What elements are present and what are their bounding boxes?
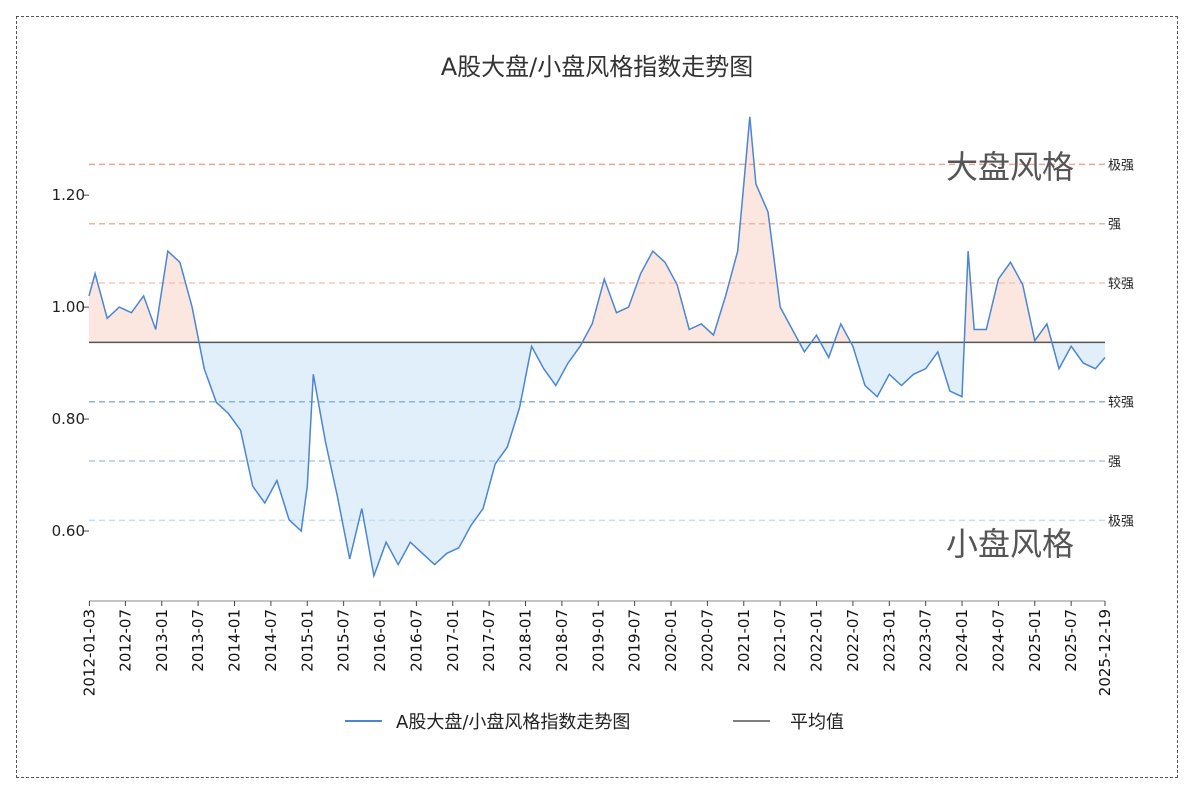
threshold-label: 强 <box>1108 218 1121 233</box>
x-tick-label: 2018-07 <box>553 609 571 672</box>
x-tick-label: 2025-12-19 <box>1096 609 1114 696</box>
chart-title: A股大盘/小盘风格指数走势图 <box>441 53 754 81</box>
legend: A股大盘/小盘风格指数走势图 平均值 <box>345 712 844 733</box>
x-tick-label: 2025-01 <box>1026 609 1044 672</box>
x-tick-label: 2013-07 <box>189 609 207 672</box>
y-tick-label: 1.20 <box>52 186 85 204</box>
x-tick-label: 2024-01 <box>953 609 971 672</box>
x-tick-label: 2023-01 <box>880 609 898 672</box>
x-tick-label: 2022-07 <box>844 609 862 672</box>
y-tick-label: 0.60 <box>52 522 85 540</box>
x-tick-label: 2025-07 <box>1062 609 1080 672</box>
x-tick-label: 2015-07 <box>335 609 353 672</box>
x-tick-label: 2020-07 <box>698 609 716 672</box>
style-index-line <box>88 116 1106 579</box>
x-tick-label: 2022-01 <box>808 609 826 672</box>
x-tick-label: 2021-07 <box>771 609 789 672</box>
x-tick-label: 2012-07 <box>116 609 134 672</box>
x-tick-label: 2017-07 <box>480 609 498 672</box>
y-tick-label: 0.80 <box>52 410 85 428</box>
threshold-label: 较强 <box>1108 277 1134 292</box>
x-tick-label: 2013-01 <box>153 609 171 672</box>
threshold-label: 较强 <box>1108 396 1134 411</box>
x-tick-label: 2019-07 <box>626 609 644 672</box>
x-tick-label: 2014-01 <box>226 609 244 672</box>
threshold-label: 强 <box>1108 455 1121 470</box>
x-tick-label: 2016-01 <box>371 609 389 672</box>
y-tick-label: 1.00 <box>52 298 85 316</box>
threshold-label: 极强 <box>1108 514 1134 529</box>
x-tick-label: 2023-07 <box>917 609 935 672</box>
x-tick-label: 2016-07 <box>407 609 425 672</box>
legend-label-mean: 平均值 <box>790 712 844 733</box>
chart-frame <box>16 16 1178 778</box>
x-tick-label: 2018-01 <box>517 609 535 672</box>
x-tick-label: 2021-01 <box>735 609 753 672</box>
x-tick-label: 2012-01-03 <box>80 609 98 696</box>
x-tick-label: 2019-01 <box>589 609 607 672</box>
small-cap-fill-area <box>89 342 1105 576</box>
threshold-label: 极强 <box>1108 158 1134 173</box>
x-tick-label: 2020-01 <box>662 609 680 672</box>
x-tick-label: 2024-07 <box>989 609 1007 672</box>
legend-label-index: A股大盘/小盘风格指数走势图 <box>396 712 630 733</box>
x-tick-label: 2017-01 <box>444 609 462 672</box>
large-cap-fill-area <box>89 116 1052 343</box>
x-tick-label: 2014-07 <box>262 609 280 672</box>
small-cap-style-label: 小盘风格 <box>946 525 1074 563</box>
x-tick-label: 2015-01 <box>298 609 316 672</box>
large-cap-style-label: 大盘风格 <box>946 148 1074 186</box>
